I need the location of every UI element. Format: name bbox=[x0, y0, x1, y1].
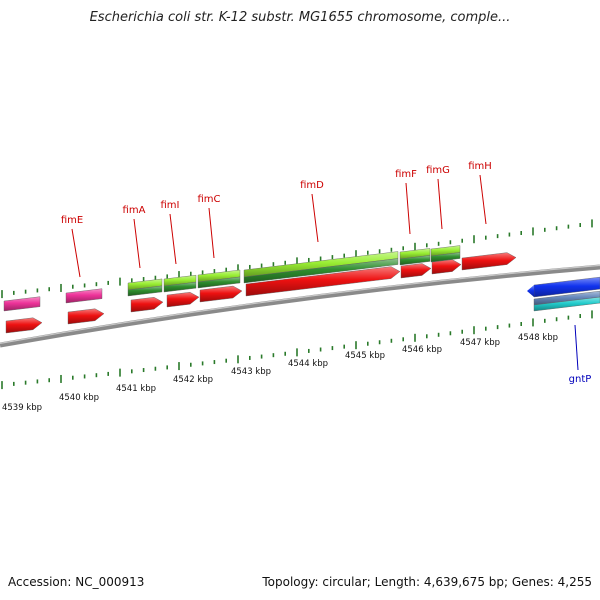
gene-bar[interactable] bbox=[243, 258, 399, 284]
cds-arrow[interactable] bbox=[461, 252, 517, 271]
feature-track bbox=[3, 245, 600, 334]
leader-line bbox=[133, 218, 141, 269]
gene-label-gntp[interactable]: gntP bbox=[569, 374, 592, 385]
cds-arrow[interactable] bbox=[166, 292, 200, 308]
cds-arrow[interactable] bbox=[245, 266, 401, 297]
scale-label: 4540 kbp bbox=[59, 393, 99, 403]
leader-line bbox=[479, 174, 487, 225]
leader-line bbox=[311, 193, 319, 243]
scale-label: 4542 kbp bbox=[173, 375, 213, 385]
leader-line bbox=[208, 207, 215, 259]
gene-bar[interactable] bbox=[430, 252, 461, 263]
gene-label-fimc[interactable]: fimC bbox=[197, 194, 220, 205]
cds-arrow[interactable] bbox=[199, 285, 243, 303]
label-leader-lines bbox=[71, 174, 579, 371]
gene-label-fima[interactable]: fimA bbox=[123, 205, 146, 216]
gene-label-fimd[interactable]: fimD bbox=[300, 180, 324, 191]
chromosome-backbone-highlight bbox=[0, 264, 600, 344]
cds-arrow[interactable] bbox=[400, 263, 432, 279]
gene-bar[interactable] bbox=[399, 255, 431, 266]
page-title: Escherichia coli str. K-12 substr. MG165… bbox=[89, 10, 511, 25]
gene-bar[interactable] bbox=[127, 285, 163, 297]
gene-label-fime[interactable]: fimE bbox=[61, 215, 83, 226]
scale-labels: 4539 kbp 4540 kbp 4541 kbp 4542 kbp 4543 kbp… bbox=[2, 333, 558, 413]
feature-block[interactable] bbox=[3, 296, 41, 312]
gene-label-fimg[interactable]: fimG bbox=[426, 165, 450, 176]
tick-marks bbox=[1, 219, 593, 390]
cds-arrow[interactable] bbox=[130, 297, 164, 313]
feature-block[interactable] bbox=[65, 288, 103, 304]
chromosome-backbone bbox=[0, 264, 600, 348]
accession-label: Accession: NC_000913 bbox=[8, 575, 145, 589]
leader-line bbox=[405, 182, 411, 235]
gene-label-fimh[interactable]: fimH bbox=[468, 161, 492, 172]
scale-label: 4548 kbp bbox=[518, 333, 558, 343]
scale-label: 4546 kbp bbox=[402, 345, 442, 355]
cds-arrow[interactable] bbox=[431, 259, 462, 275]
leader-line bbox=[574, 324, 579, 371]
gene-label-fimf[interactable]: fimF bbox=[395, 169, 417, 180]
leader-line bbox=[169, 213, 177, 265]
scale-label: 4541 kbp bbox=[116, 384, 156, 394]
cds-arrow[interactable] bbox=[527, 285, 534, 297]
gene-label-fimi[interactable]: fimI bbox=[161, 200, 180, 211]
gene-bar[interactable] bbox=[197, 276, 241, 289]
gene-bar[interactable] bbox=[533, 296, 600, 312]
scale-label: 4544 kbp bbox=[288, 359, 328, 369]
scale-label: 4547 kbp bbox=[460, 338, 500, 348]
topology-label: Topology: circular; Length: 4,639,675 bp… bbox=[262, 575, 592, 589]
gene-bar[interactable] bbox=[163, 281, 197, 293]
leader-line bbox=[71, 228, 81, 278]
scale-label: 4543 kbp bbox=[231, 367, 271, 377]
leader-line bbox=[437, 178, 443, 230]
cds-arrow[interactable] bbox=[5, 317, 43, 334]
scale-label: 4539 kbp bbox=[2, 403, 42, 413]
gene-labels: fimE fimA fimI fimC fimD fimF fimG fimH gntP bbox=[61, 161, 592, 385]
cds-arrow[interactable] bbox=[67, 308, 105, 325]
gene-bar[interactable] bbox=[533, 290, 600, 306]
scale-label: 4545 kbp bbox=[345, 351, 385, 361]
